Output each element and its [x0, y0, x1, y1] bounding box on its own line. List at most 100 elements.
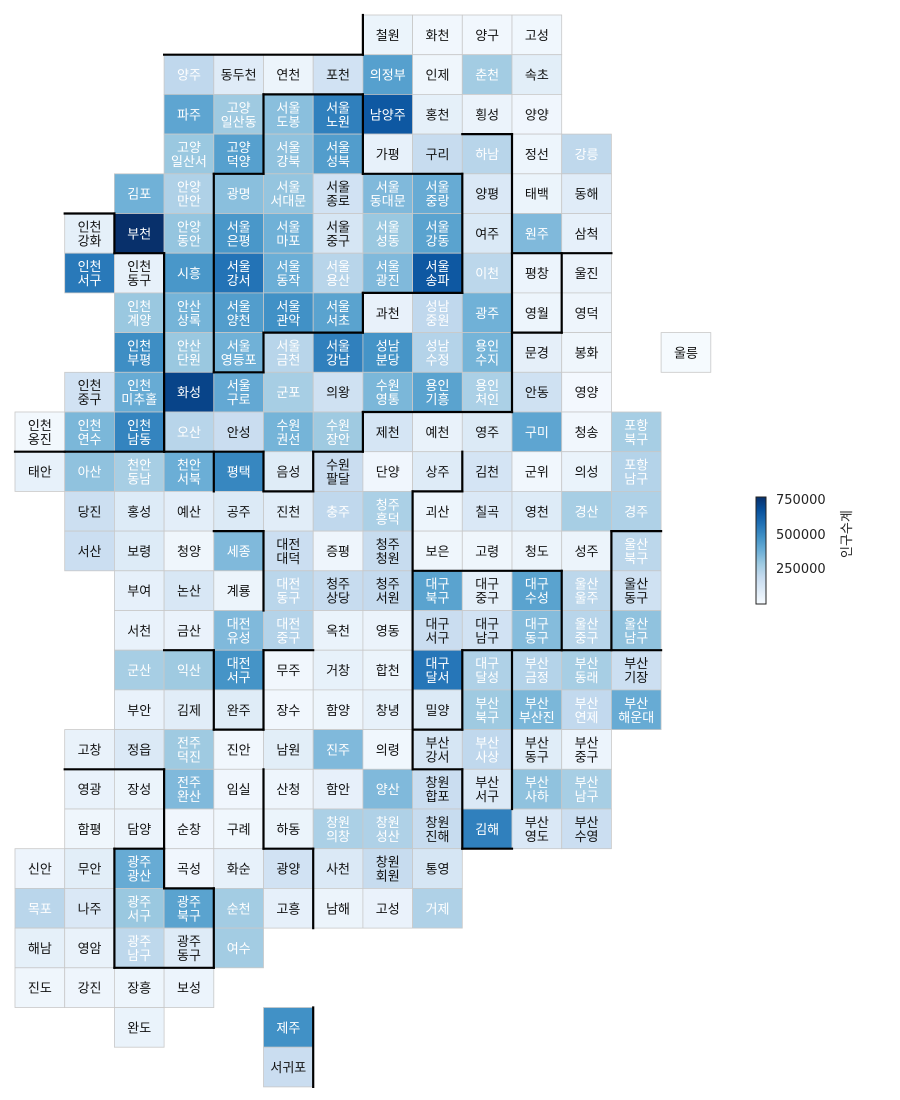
- region-cell: 정읍: [114, 729, 165, 770]
- region-label: 창원 진해: [425, 816, 449, 845]
- region-cell: 당진: [64, 490, 115, 532]
- region-cell: 옥천: [312, 610, 364, 651]
- region-label: 횡성: [475, 108, 499, 123]
- region-cell-fill: [114, 371, 165, 413]
- region-cell: 인천 강화: [64, 213, 115, 254]
- region-cell: 태안: [14, 451, 66, 492]
- region-label: 용인 수지: [475, 339, 499, 368]
- region-label: 의왕: [326, 386, 350, 401]
- region-cell: 안양 만안: [163, 173, 215, 214]
- region-label: 부천: [127, 227, 151, 242]
- region-label: 광주: [475, 307, 499, 322]
- region-label: 고양 덕양: [227, 141, 251, 170]
- region-cell-fill: [114, 173, 165, 214]
- region-label: 홍천: [425, 108, 449, 123]
- region-cell: 부산 부산진: [511, 689, 563, 731]
- region-cell: 인천 옹진: [14, 411, 66, 453]
- region-cell: 산청: [263, 768, 314, 810]
- region-cell: 경주: [611, 490, 662, 532]
- region-cell: 구례: [213, 808, 264, 850]
- region-label: 인천 동구: [127, 260, 151, 289]
- region-cell: 포천: [312, 54, 364, 95]
- region-label: 고성: [376, 902, 400, 917]
- region-cell-fill: [213, 94, 264, 135]
- region-cell: 성남 중원: [412, 292, 463, 333]
- region-cell: 보령: [114, 530, 165, 572]
- region-cell: 서울 성북: [312, 133, 364, 175]
- region-cell-fill: [561, 490, 612, 532]
- region-label: 의령: [376, 743, 400, 758]
- region-label: 고령: [475, 545, 499, 560]
- region-cell: 계룡: [213, 570, 264, 611]
- region-label: 창원 의창: [326, 816, 350, 845]
- region-cell: 용인 기흥: [412, 371, 463, 413]
- region-label: 수원 장안: [326, 419, 350, 448]
- region-cell: 인천 미추홀: [114, 371, 165, 413]
- region-cell: 광양: [263, 848, 314, 889]
- region-label: 공주: [227, 505, 251, 520]
- region-label: 광주 북구: [177, 895, 201, 924]
- region-cell: 고성: [511, 14, 563, 56]
- region-cell: 대구 달서: [412, 649, 463, 691]
- region-cell-fill: [511, 14, 563, 56]
- region-cell: 대구 중구: [461, 570, 513, 611]
- region-cell-fill: [263, 451, 314, 492]
- region-cell-fill: [263, 768, 314, 810]
- region-cell: 대전 유성: [213, 610, 264, 651]
- region-label: 부산 서구: [475, 776, 499, 805]
- region-cell: 대구 서구: [412, 610, 463, 651]
- region-cell-fill: [511, 54, 563, 95]
- region-cell: 고성: [362, 888, 413, 929]
- region-cell-fill: [461, 689, 513, 731]
- region-label: 홍성: [127, 505, 151, 520]
- region-label: 김천: [475, 466, 499, 481]
- region-cell: 안산 상록: [163, 292, 215, 333]
- region-cell: 문경: [511, 332, 563, 373]
- region-label: 원주: [525, 227, 549, 242]
- region-cell-fill: [312, 649, 364, 691]
- region-label: 영동: [376, 624, 400, 639]
- region-label: 예천: [425, 426, 449, 441]
- region-cell-fill: [561, 649, 612, 691]
- region-label: 대전 동구: [276, 578, 300, 607]
- region-cell-fill: [312, 213, 364, 254]
- region-label: 서울 동작: [276, 260, 300, 289]
- region-label: 구미: [525, 426, 549, 441]
- region-cell: 울진: [561, 252, 612, 294]
- region-cell: 전주 덕진: [163, 729, 215, 770]
- region-cell: 서울 금천: [263, 332, 314, 373]
- region-cell-fill: [14, 848, 66, 889]
- region-label: 양구: [475, 29, 499, 44]
- region-label: 서울 관악: [276, 300, 300, 329]
- region-label: 안양 만안: [177, 181, 201, 210]
- region-cell: 영천: [511, 490, 563, 532]
- region-cell-fill: [511, 332, 563, 373]
- region-label: 광명: [227, 188, 251, 203]
- region-label: 평창: [525, 267, 549, 282]
- region-cell-fill: [213, 808, 264, 850]
- region-cell: 경산: [561, 490, 612, 532]
- region-label: 부산 남구: [575, 776, 599, 805]
- region-cell: 천안 서북: [163, 451, 215, 492]
- region-cell: 과천: [362, 292, 413, 333]
- region-cell: 창원 합포: [412, 768, 463, 810]
- region-cell-fill: [611, 451, 662, 492]
- region-cell-fill: [362, 332, 413, 373]
- region-label: 당진: [78, 505, 102, 520]
- region-cell: 서산: [64, 530, 115, 572]
- region-cell: 동두천: [213, 54, 264, 95]
- region-label: 대전 대덕: [276, 538, 300, 567]
- region-cell: 오산: [163, 411, 215, 453]
- region-cell: 서울 용산: [312, 252, 364, 294]
- region-cell: 고령: [461, 530, 513, 572]
- region-cell-fill: [213, 252, 264, 294]
- region-cell: 서울 서대문: [263, 173, 314, 214]
- region-label: 부산 연제: [575, 697, 599, 726]
- region-cell-fill: [412, 649, 463, 691]
- region-label: 청도: [525, 545, 549, 560]
- region-label: 태백: [525, 188, 549, 203]
- region-cell: 대구 수성: [511, 570, 563, 611]
- region-label: 서울 도봉: [276, 101, 300, 130]
- region-cell: 영주: [461, 411, 513, 453]
- region-label: 광양: [276, 863, 300, 878]
